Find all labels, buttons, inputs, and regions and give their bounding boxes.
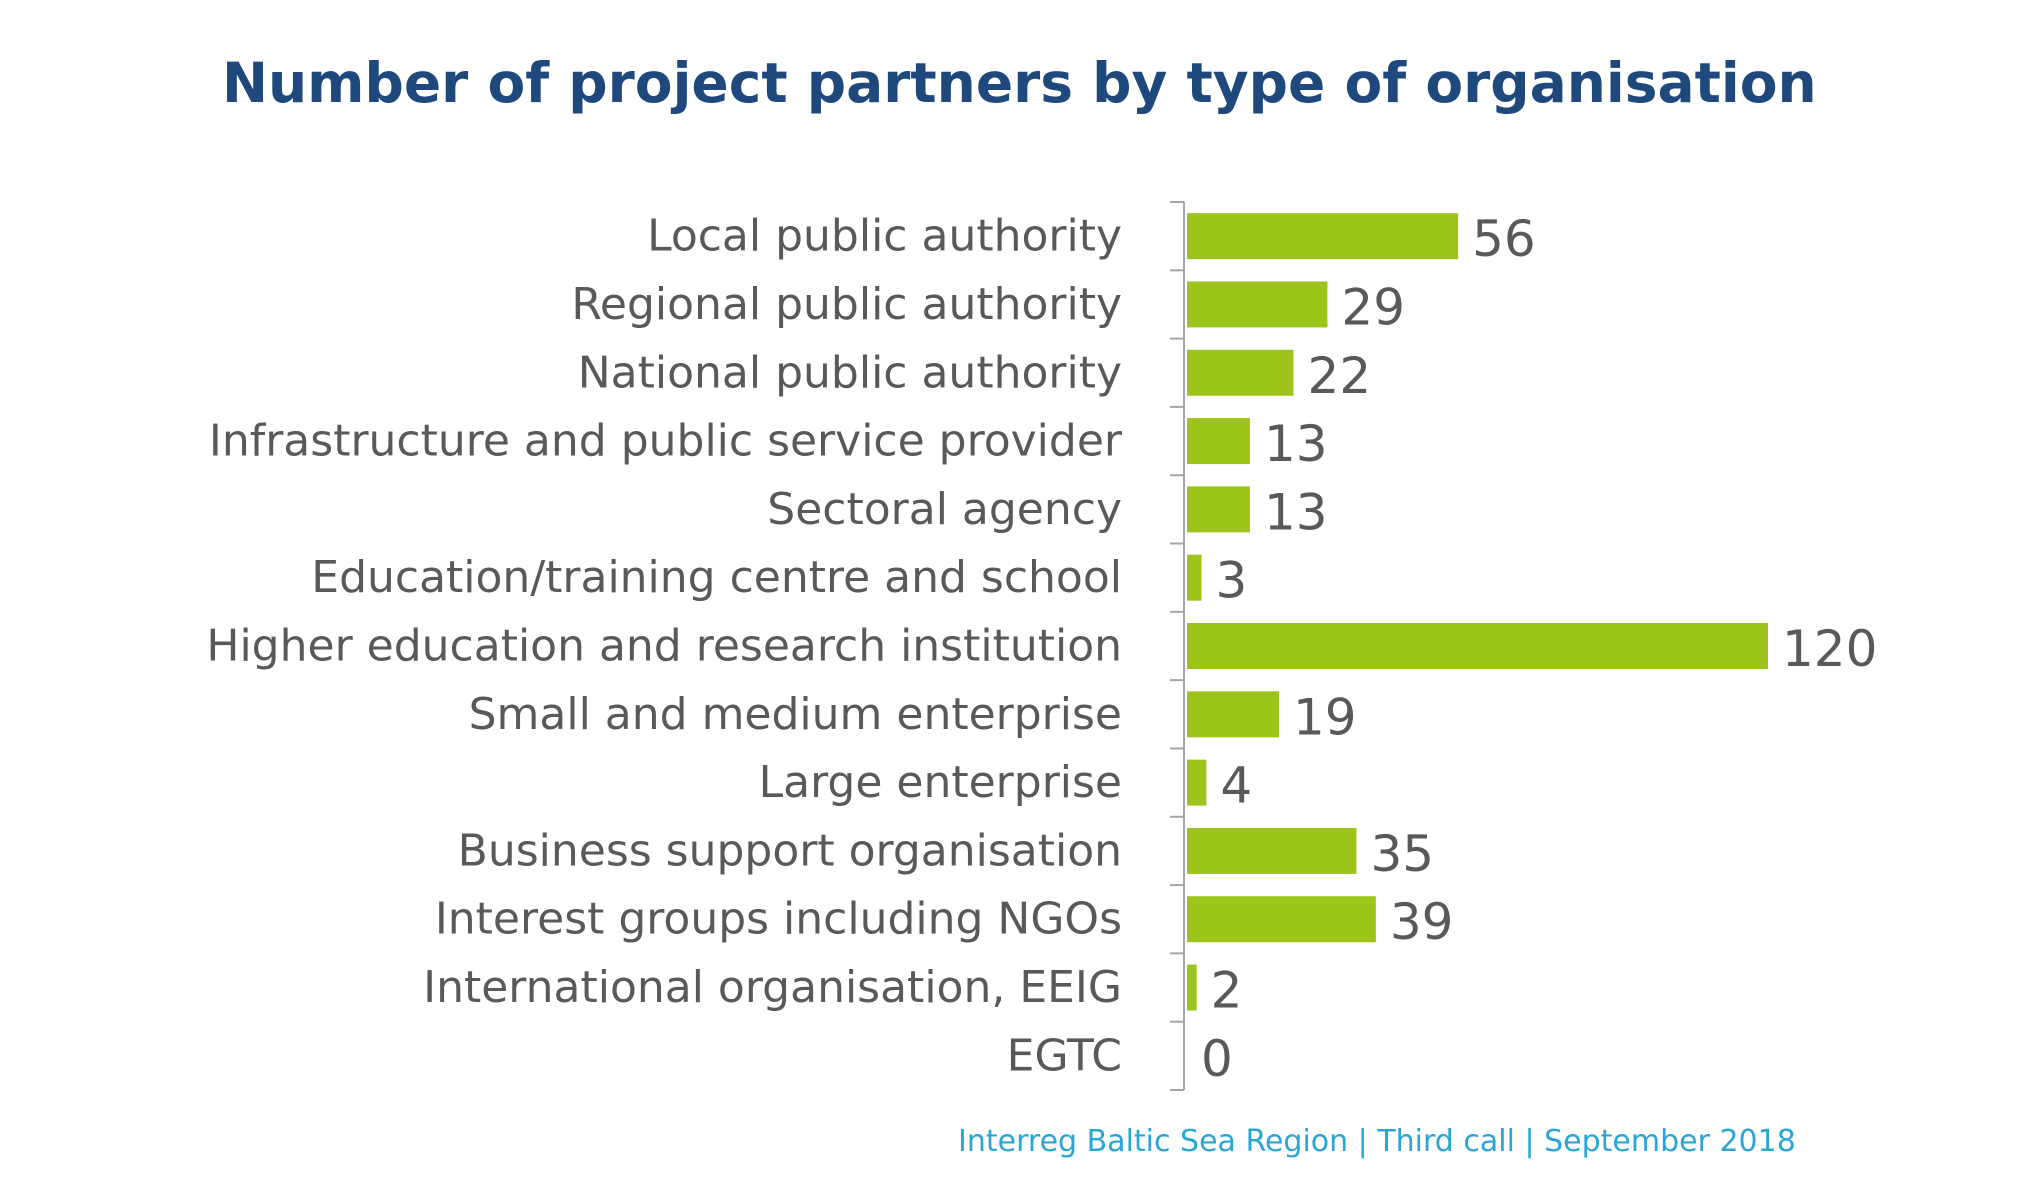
- category-label: EGTC: [1007, 1030, 1122, 1081]
- category-label: Small and medium enterprise: [469, 689, 1122, 740]
- category-label: Infrastructure and public service provid…: [209, 416, 1123, 467]
- bar: [1187, 827, 1357, 874]
- category-label: Regional public authority: [571, 279, 1122, 330]
- bars: [1187, 213, 1768, 1011]
- data-labels: 56 29 22 13 13 3 120 19 4 35 39 2 0: [1201, 210, 1877, 1088]
- category-label: Business support organisation: [458, 825, 1122, 876]
- category-labels: Local public authority Regional public au…: [206, 211, 1123, 1082]
- bar: [1187, 349, 1294, 396]
- data-label: 56: [1472, 210, 1536, 268]
- bar: [1187, 759, 1207, 806]
- category-label: Education/training centre and school: [311, 552, 1122, 603]
- data-label: 120: [1782, 620, 1877, 678]
- category-axis: [1170, 201, 1185, 1091]
- data-label: 13: [1264, 415, 1328, 473]
- category-label: Sectoral agency: [767, 484, 1122, 535]
- category-label: Local public authority: [647, 211, 1122, 262]
- data-label: 22: [1308, 347, 1372, 405]
- category-label: Large enterprise: [759, 757, 1122, 808]
- data-label: 0: [1201, 1030, 1233, 1088]
- bar: [1187, 691, 1279, 738]
- data-label: 13: [1264, 483, 1328, 541]
- data-label: 2: [1211, 962, 1243, 1020]
- bar: [1187, 554, 1202, 601]
- data-label: 19: [1293, 688, 1357, 746]
- bar: [1187, 418, 1250, 465]
- data-label: 35: [1370, 825, 1434, 883]
- category-label: National public authority: [578, 347, 1122, 398]
- category-label: International organisation, EEIG: [423, 962, 1122, 1013]
- bar: [1187, 964, 1197, 1011]
- bar: [1187, 213, 1459, 260]
- footer-source: Interreg Baltic Sea Region | Third call …: [958, 1124, 1796, 1159]
- bar: [1187, 623, 1768, 669]
- data-label: 3: [1216, 552, 1248, 610]
- data-label: 4: [1220, 757, 1252, 815]
- chart-title: Number of project partners by type of or…: [222, 51, 1817, 115]
- bar: [1187, 896, 1376, 943]
- bar: [1187, 281, 1328, 328]
- category-label: Higher education and research institutio…: [206, 621, 1122, 672]
- data-label: 39: [1390, 893, 1454, 951]
- data-label: 29: [1341, 278, 1405, 336]
- category-label: Interest groups including NGOs: [435, 894, 1122, 945]
- bar: [1187, 486, 1250, 533]
